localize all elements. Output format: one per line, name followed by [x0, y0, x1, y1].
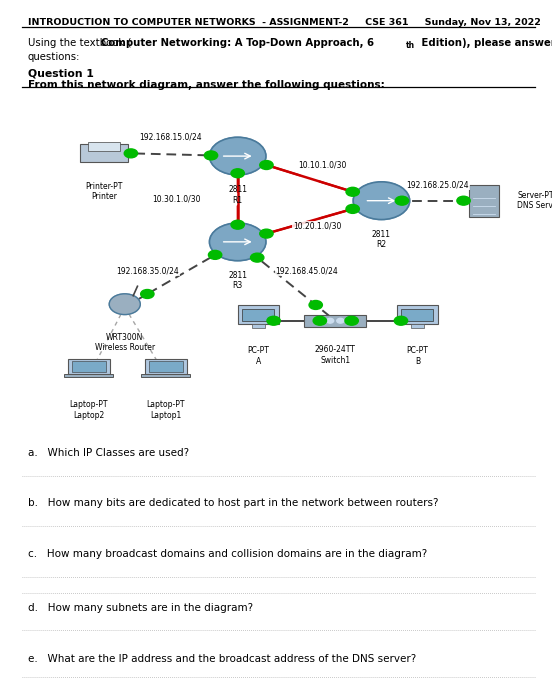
Circle shape [260, 229, 273, 238]
Circle shape [394, 316, 407, 326]
FancyBboxPatch shape [88, 142, 120, 151]
Text: From this network diagram, answer the following questions:: From this network diagram, answer the fo… [28, 80, 384, 90]
FancyBboxPatch shape [305, 315, 366, 327]
Circle shape [347, 318, 354, 323]
Text: Edition), please answer these: Edition), please answer these [418, 38, 552, 48]
FancyBboxPatch shape [141, 374, 190, 377]
Circle shape [353, 182, 410, 220]
FancyBboxPatch shape [145, 359, 187, 374]
Text: 10.20.1.0/30: 10.20.1.0/30 [293, 222, 342, 231]
Text: 192.168.35.0/24: 192.168.35.0/24 [116, 267, 179, 276]
Text: Laptop-PT
Laptop2: Laptop-PT Laptop2 [70, 400, 108, 420]
Text: 2811
R3: 2811 R3 [228, 271, 247, 290]
FancyBboxPatch shape [72, 361, 105, 372]
FancyBboxPatch shape [80, 144, 128, 162]
Circle shape [346, 204, 359, 214]
Text: 2960-24TT
Switch1: 2960-24TT Switch1 [315, 345, 355, 365]
FancyBboxPatch shape [401, 309, 433, 321]
Circle shape [209, 251, 222, 259]
Text: 192.168.15.0/24: 192.168.15.0/24 [140, 133, 202, 141]
Text: Printer-PT
Printer: Printer-PT Printer [86, 182, 123, 201]
Text: c.   How many broadcast domains and collision domains are in the diagram?: c. How many broadcast domains and collis… [28, 549, 427, 559]
Circle shape [231, 220, 245, 229]
Circle shape [231, 169, 245, 178]
Text: Laptop-PT
Laptop1: Laptop-PT Laptop1 [147, 400, 185, 420]
Text: a.   Which IP Classes are used?: a. Which IP Classes are used? [28, 448, 189, 458]
Circle shape [209, 223, 266, 260]
Text: PC-PT
B: PC-PT B [406, 346, 428, 366]
Text: WRT300N
Wireless Router: WRT300N Wireless Router [95, 332, 155, 352]
Circle shape [395, 196, 408, 205]
Text: 2811
R2: 2811 R2 [372, 230, 391, 249]
Text: e.   What are the IP address and the broadcast address of the DNS server?: e. What are the IP address and the broad… [28, 654, 416, 664]
Circle shape [260, 160, 273, 169]
Circle shape [209, 137, 266, 175]
Circle shape [251, 253, 264, 262]
Text: 10.10.1.0/30: 10.10.1.0/30 [298, 160, 347, 169]
Circle shape [141, 290, 154, 298]
Circle shape [267, 316, 280, 326]
FancyBboxPatch shape [469, 185, 499, 217]
FancyBboxPatch shape [68, 359, 110, 374]
Circle shape [326, 318, 334, 323]
FancyBboxPatch shape [149, 361, 183, 372]
Text: Question 1: Question 1 [28, 69, 93, 78]
Text: 10.30.1.0/30: 10.30.1.0/30 [152, 195, 200, 204]
Text: questions:: questions: [28, 52, 80, 62]
FancyBboxPatch shape [411, 324, 424, 328]
Circle shape [345, 316, 358, 326]
Circle shape [309, 300, 322, 309]
FancyBboxPatch shape [238, 305, 279, 324]
FancyBboxPatch shape [252, 324, 264, 328]
Circle shape [124, 149, 137, 158]
Text: 2811
R1: 2811 R1 [228, 186, 247, 204]
Text: INTRODUCTION TO COMPUTER NETWORKS  - ASSIGNMENT-2     CSE 361     Sunday, Nov 13: INTRODUCTION TO COMPUTER NETWORKS - ASSI… [28, 18, 540, 27]
Text: b.   How many bits are dedicated to host part in the network between routers?: b. How many bits are dedicated to host p… [28, 498, 438, 508]
Circle shape [313, 316, 326, 326]
FancyBboxPatch shape [397, 305, 438, 324]
Text: Using the textbook (: Using the textbook ( [28, 38, 131, 48]
Circle shape [337, 318, 344, 323]
Circle shape [204, 151, 217, 160]
Text: Computer Networking: A Top-Down Approach, 6: Computer Networking: A Top-Down Approach… [101, 38, 374, 48]
Circle shape [346, 188, 359, 196]
Text: 192.168.25.0/24: 192.168.25.0/24 [407, 181, 469, 190]
FancyBboxPatch shape [242, 309, 274, 321]
Text: PC-PT
A: PC-PT A [247, 346, 269, 366]
FancyBboxPatch shape [64, 374, 114, 377]
Circle shape [457, 196, 470, 205]
Text: Server-PT
DNS Server: Server-PT DNS Server [517, 191, 552, 211]
Text: d.   How many subnets are in the diagram?: d. How many subnets are in the diagram? [28, 603, 253, 613]
Text: 192.168.45.0/24: 192.168.45.0/24 [275, 267, 338, 276]
Circle shape [316, 318, 323, 323]
Circle shape [109, 294, 140, 314]
Text: th: th [406, 41, 415, 50]
Text: Using the textbook (Computer Networking: A Top-Down Approach, 6: Using the textbook (Computer Networking:… [28, 38, 418, 48]
